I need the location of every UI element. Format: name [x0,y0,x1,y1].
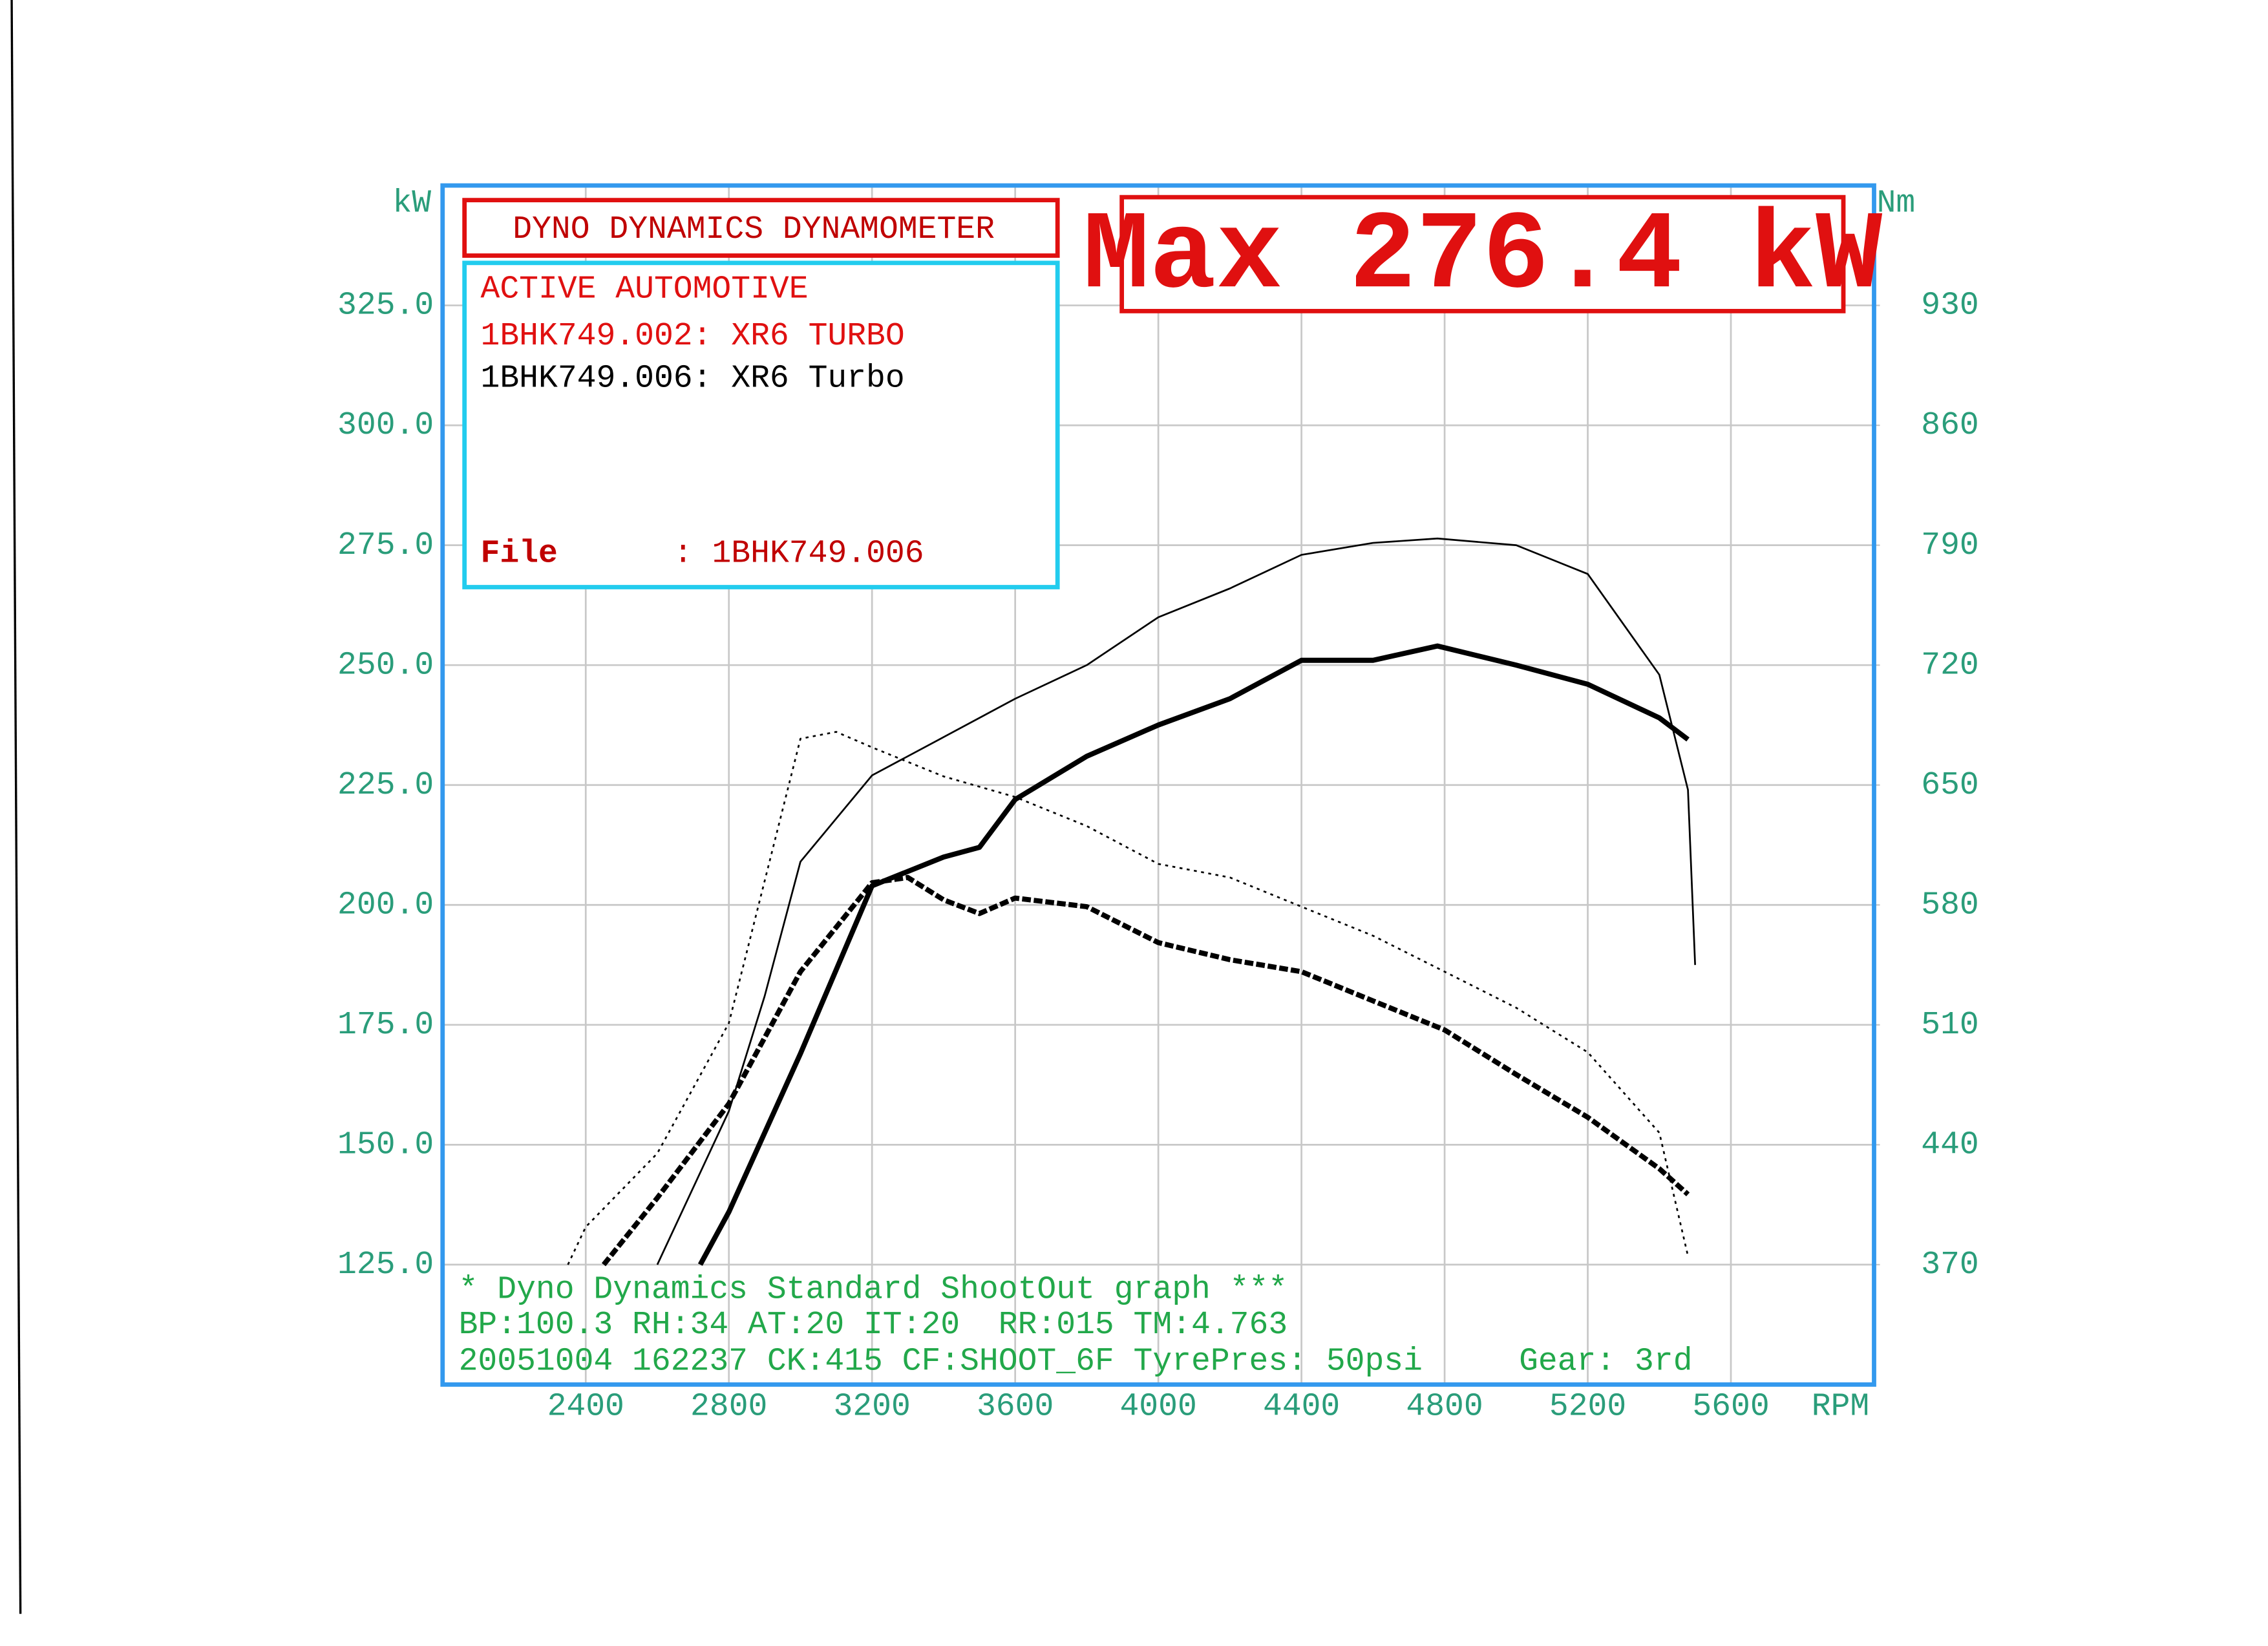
x-tick-label: 4800 [1406,1388,1483,1424]
y2-tick-label: 370 [1921,1247,1978,1283]
y-tick-label: 300.0 [337,407,434,443]
y-tick-label: 275.0 [337,527,434,564]
y2-tick-label: 510 [1921,1007,1978,1043]
y-tick-label: 225.0 [337,767,434,803]
paper-edge [10,0,22,1614]
x-tick-label: 4400 [1263,1388,1340,1424]
y-tick-label: 150.0 [337,1126,434,1163]
legend-entry: 1BHK749.002: XR6 TURBO [481,318,905,354]
x-axis-unit: RPM [1812,1388,1869,1424]
y-tick-label: 250.0 [337,647,434,683]
y2-tick-label: 930 [1921,288,1978,324]
y2-axis-unit: Nm [1877,185,1916,221]
footer-line: BP:100.3 RH:34 AT:20 IT:20 RR:015 TM:4.7… [459,1307,1288,1343]
max-box [1119,195,1846,313]
x-tick-label: 2800 [690,1388,767,1424]
power-curve [656,537,1697,1265]
max-power: Max 276.4 kW [1083,194,1882,320]
y-tick-label: 325.0 [337,288,434,324]
x-tick-label: 4000 [1119,1388,1196,1424]
y2-tick-label: 720 [1921,647,1978,683]
plot-frame [440,183,1876,1387]
y-axis-unit: kW [392,185,431,221]
torque-curve [601,874,1690,1267]
y-tick-label: 200.0 [337,887,434,923]
header-box [462,198,1060,258]
x-tick-label: 5200 [1549,1388,1626,1424]
customer: ACTIVE AUTOMOTIVE [481,271,809,308]
legend-box [462,260,1060,589]
y2-tick-label: 790 [1921,527,1978,564]
y-tick-label: 125.0 [337,1247,434,1283]
x-tick-label: 3600 [977,1388,1054,1424]
footer-line: * Dyno Dynamics Standard ShootOut graph … [459,1272,1288,1308]
file-value: : 1BHK749.006 [673,536,924,572]
torque-curve [567,731,1689,1265]
header: DYNO DYNAMICS DYNAMOMETER [513,211,995,248]
y2-tick-label: 580 [1921,887,1978,923]
y2-tick-label: 440 [1921,1126,1978,1163]
legend-entry: 1BHK749.006: XR6 Turbo [481,360,905,396]
x-tick-label: 3200 [834,1388,911,1424]
footer-line: 20051004 162237 CK:415 CF:SHOOT_6F TyreP… [459,1343,1693,1379]
power-curve [697,643,1690,1266]
x-tick-label: 2400 [547,1388,624,1424]
y2-tick-label: 860 [1921,407,1978,443]
x-tick-label: 5600 [1692,1388,1769,1424]
y-tick-label: 175.0 [337,1007,434,1043]
file-label: File [481,536,558,572]
y2-tick-label: 650 [1921,767,1978,803]
